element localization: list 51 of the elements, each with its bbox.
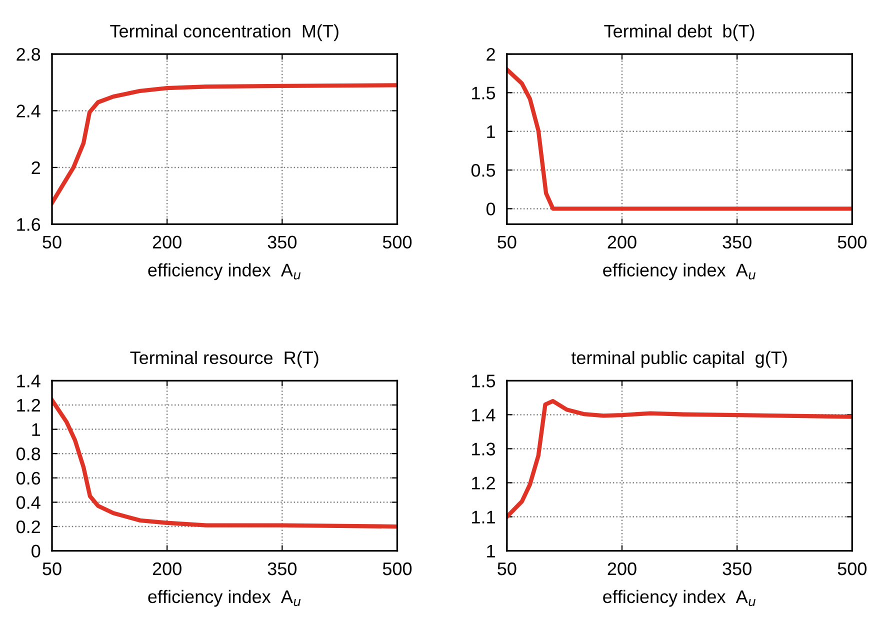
chart-title: Terminal debt b(T) <box>604 24 754 42</box>
chart-title: terminal public capital g(T) <box>571 350 787 368</box>
y-tick-label: 0 <box>486 202 496 216</box>
y-tick-label: 1.5 <box>472 374 496 388</box>
x-tick-label: 200 <box>152 562 182 576</box>
x-axis-title: efficiency index A$_{u}$ <box>148 263 301 280</box>
line-series <box>52 83 398 205</box>
x-tick-label: 500 <box>382 562 412 576</box>
x-axis-title: efficiency index A$_{u}$ <box>603 263 756 280</box>
line-series <box>506 67 852 211</box>
x-tick-label: 350 <box>722 562 752 576</box>
y-tick-label: 1.4 <box>472 408 496 422</box>
x-tick-label: 350 <box>268 562 297 576</box>
x-tick-label: 350 <box>722 236 752 249</box>
y-tick-label: 1 <box>487 544 495 558</box>
y-tick-label: 1 <box>487 125 495 138</box>
y-tick-label: 2.4 <box>16 104 40 118</box>
y-tick-label: 0.2 <box>16 520 40 534</box>
x-tick-label: 200 <box>152 236 182 249</box>
x-axis-title: efficiency index A$_{u}$ <box>148 590 301 607</box>
y-tick-label: 1.2 <box>17 398 40 412</box>
x-tick-label: 500 <box>838 236 867 249</box>
y-tick-label: 1.5 <box>472 86 496 100</box>
x-tick-label: 50 <box>498 236 516 249</box>
y-tick-label: 2 <box>486 48 495 61</box>
chart-title: Terminal concentration M(T) <box>110 24 338 42</box>
y-tick-label: 2 <box>32 161 40 174</box>
y-tick-label: 0.4 <box>16 496 40 509</box>
y-tick-label: 0 <box>32 544 40 558</box>
y-tick-label: 1.2 <box>472 476 495 490</box>
x-axis-title: efficiency index A$_{u}$ <box>603 590 756 607</box>
y-tick-label: 1.3 <box>472 442 496 456</box>
x-tick-label: 50 <box>42 236 62 249</box>
line-series <box>52 398 398 529</box>
y-tick-label: 0.5 <box>471 164 496 177</box>
x-tick-label: 350 <box>268 236 297 249</box>
chart-title: Terminal resource R(T) <box>130 350 318 368</box>
x-tick-label: 50 <box>42 562 62 576</box>
y-tick-label: 1 <box>32 423 40 436</box>
x-tick-label: 200 <box>608 236 636 249</box>
y-tick-label: 2.8 <box>16 48 40 61</box>
x-tick-label: 500 <box>838 562 867 576</box>
y-tick-label: 0.6 <box>16 472 40 485</box>
y-tick-label: 0.8 <box>16 448 40 460</box>
y-tick-label: 1.1 <box>472 510 495 524</box>
y-tick-label: 1.6 <box>17 218 40 231</box>
x-tick-label: 50 <box>498 562 516 576</box>
line-series <box>506 399 852 519</box>
y-tick-label: 1.4 <box>17 374 40 388</box>
x-tick-label: 500 <box>382 236 412 249</box>
x-tick-label: 200 <box>608 562 636 576</box>
